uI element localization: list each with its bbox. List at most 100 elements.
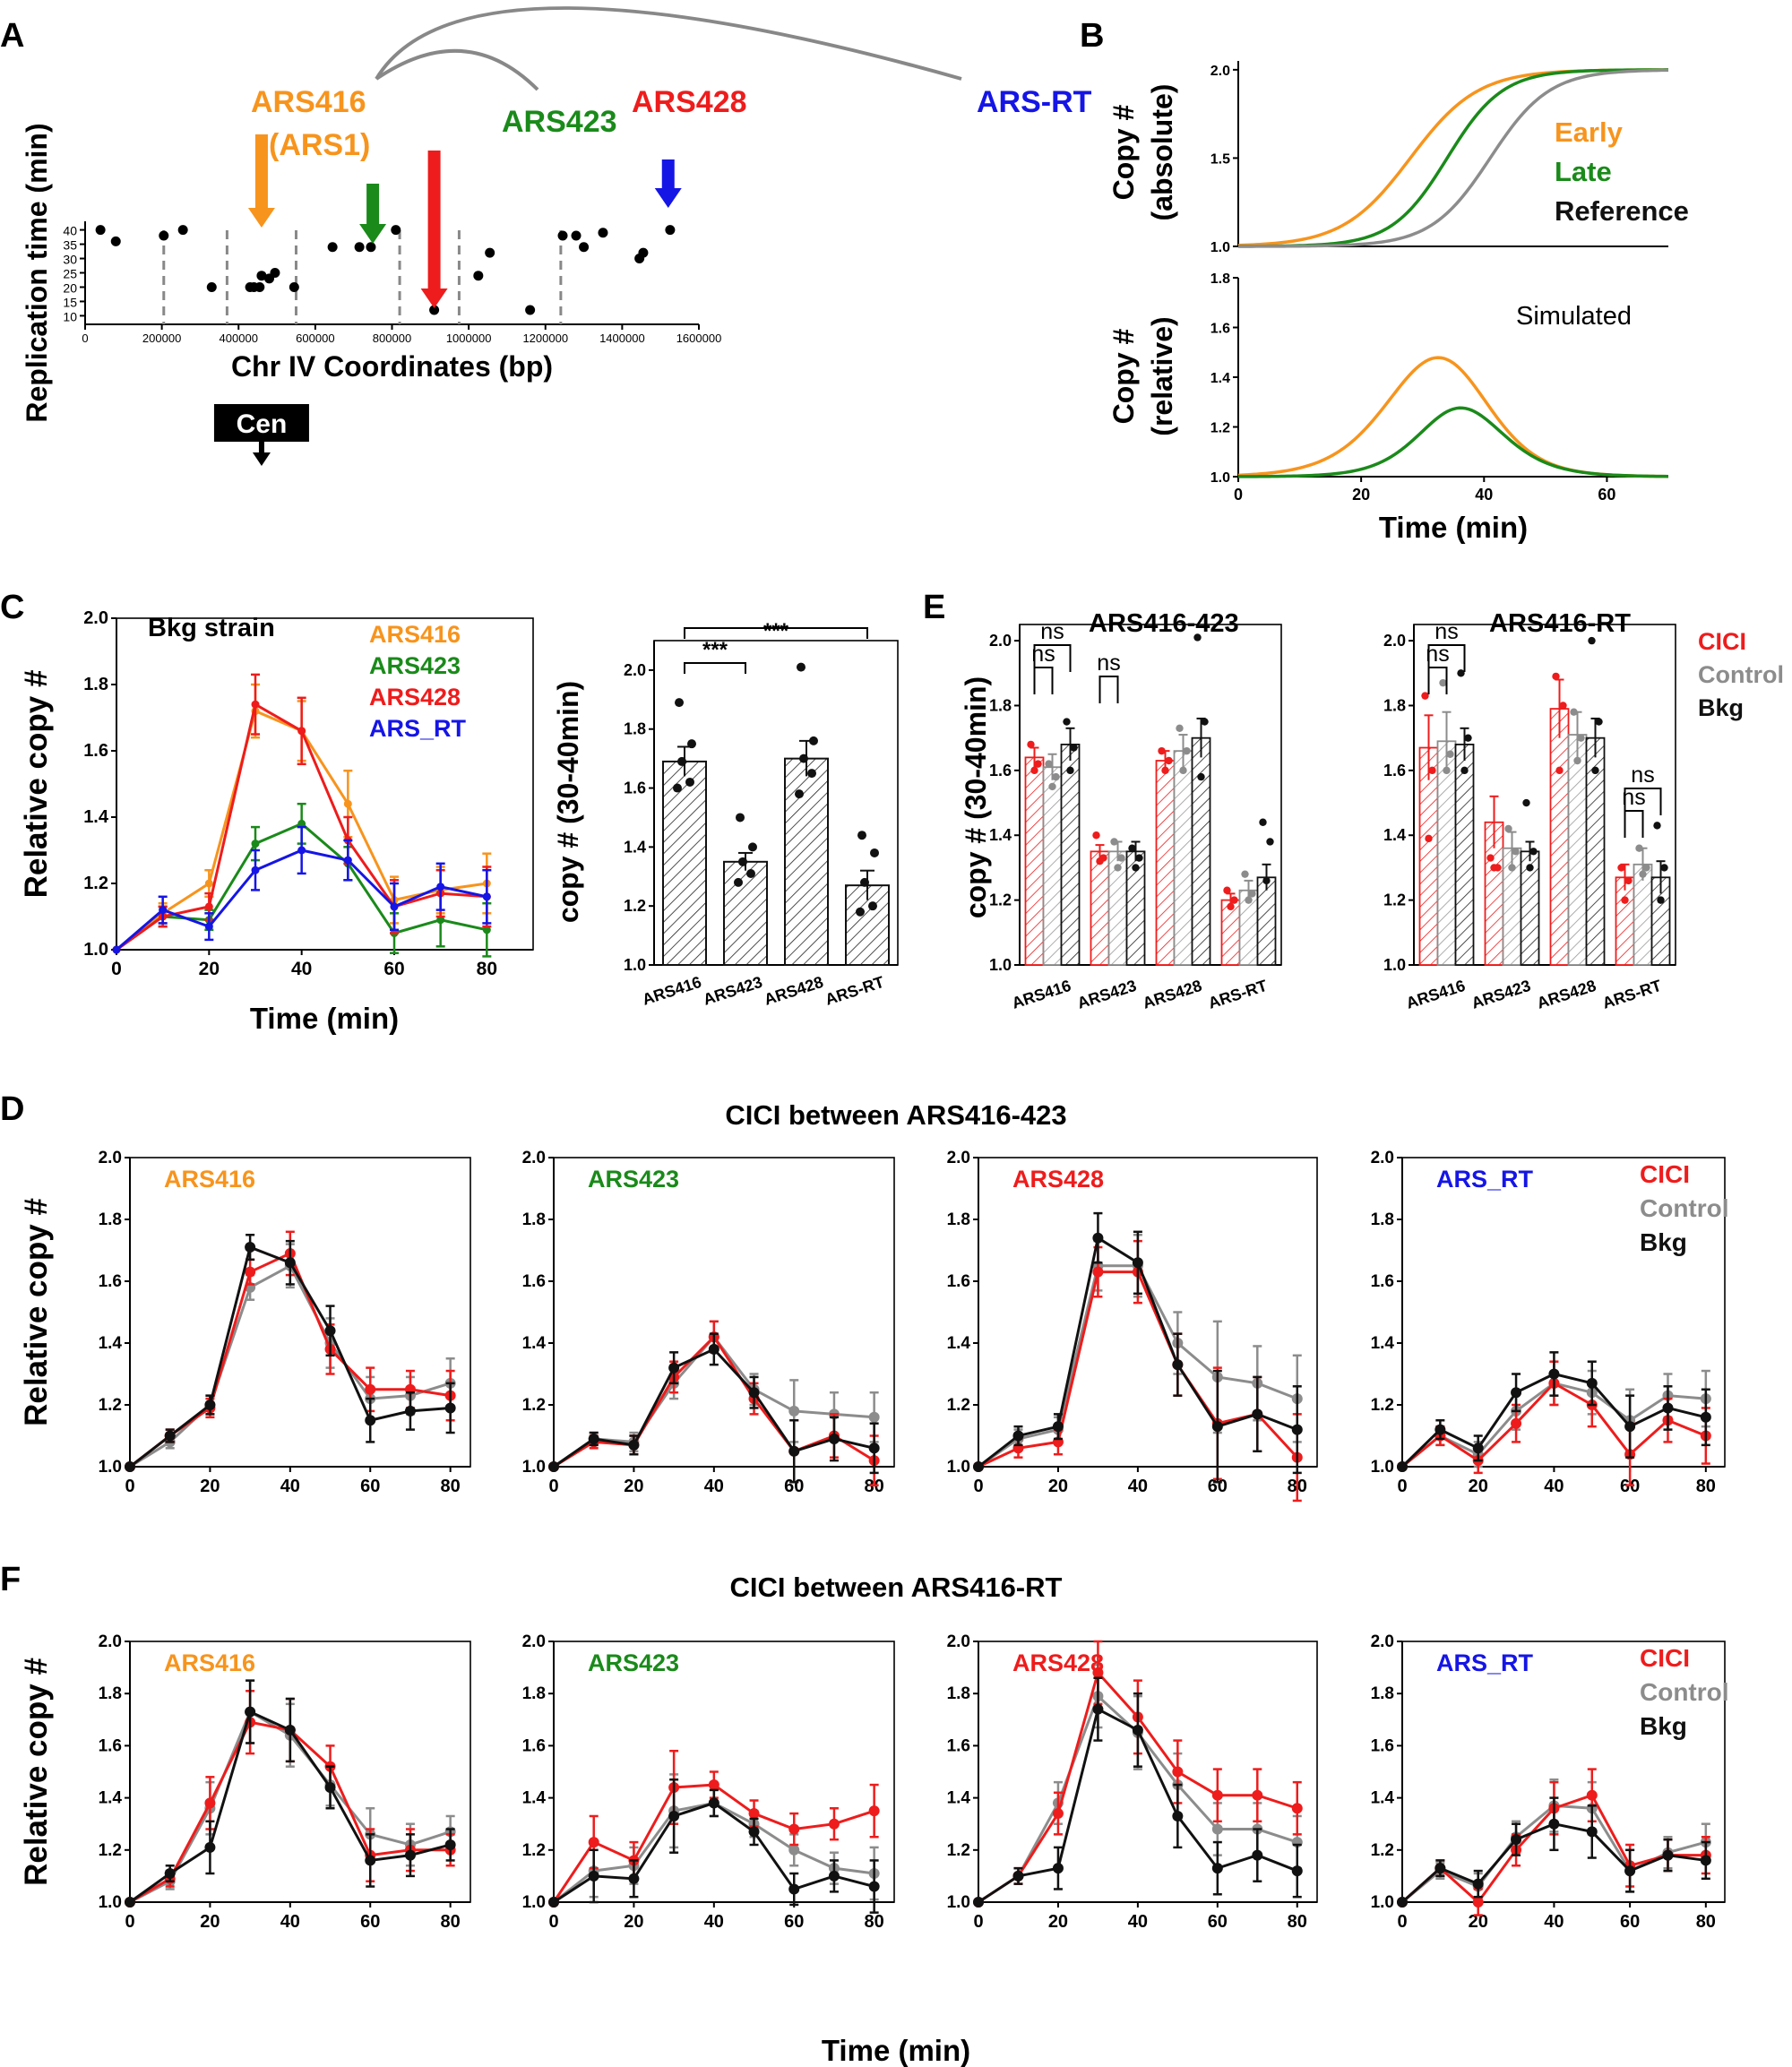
data-point <box>1092 1667 1104 1678</box>
replicate-point <box>1490 864 1498 872</box>
data-point <box>1291 1865 1303 1877</box>
data-point <box>665 225 676 236</box>
subplot-ars416: 1.0 1.2 1.4 1.6 1.8 2.0 0 20 40 60 80 ARS416 <box>99 1632 471 1932</box>
data-point <box>391 225 401 236</box>
data-point <box>1548 1368 1560 1380</box>
data-point <box>159 906 168 915</box>
x-tick-label: 60 <box>1620 1477 1640 1496</box>
replicate-point <box>1526 864 1534 872</box>
annotation-ars428: ARS428 <box>632 85 747 119</box>
annotation-ars416: ARS416 <box>251 85 366 119</box>
replicate-point <box>809 736 818 745</box>
y-tick-label: 1.6 <box>1383 762 1406 779</box>
x-tick-label: 0 <box>82 332 88 345</box>
data-point <box>354 242 365 253</box>
data-point <box>788 1844 800 1856</box>
legend-cici: CICI <box>1640 1160 1690 1188</box>
y-tick-label: 1.8 <box>83 675 108 694</box>
x-tick-label: 40 <box>280 1477 300 1496</box>
data-point <box>365 1855 376 1866</box>
ns-bracket <box>1624 788 1662 815</box>
replicate-point <box>738 857 747 866</box>
subplot-ars_rt: 1.0 1.2 1.4 1.6 1.8 2.0 0 20 40 60 80 ARS_RT <box>1371 1632 1726 1932</box>
data-point <box>1211 1421 1223 1433</box>
panel-label-c: C <box>0 589 24 626</box>
replicate-point <box>857 831 866 840</box>
x-tick-label: 60 <box>784 1477 804 1496</box>
data-point <box>579 242 590 253</box>
y-tick-label: 1.2 <box>947 1396 970 1415</box>
data-point <box>1511 1834 1522 1846</box>
x-tick-label: ARS-RT <box>823 973 886 1009</box>
y-tick-label: 1.8 <box>99 1684 122 1703</box>
x-tick-label: 0 <box>973 1912 983 1932</box>
replicate-point <box>795 789 804 799</box>
x-tick-label: 20 <box>624 1477 643 1496</box>
data-point <box>1434 1424 1446 1435</box>
data-point <box>444 1839 456 1850</box>
x-tick-label: 80 <box>1696 1477 1716 1496</box>
x-tick-label: ARS-RT <box>1600 977 1664 1012</box>
plot-frame <box>129 1157 471 1468</box>
data-point <box>245 1706 256 1718</box>
replicate-point <box>1034 760 1042 768</box>
data-point <box>548 1461 559 1472</box>
origin-arrow-head <box>654 188 682 208</box>
data-point <box>125 1897 135 1908</box>
x-tick-label: 0 <box>125 1912 134 1932</box>
panel-label-e: E <box>923 589 945 626</box>
origin-arrow-shaft <box>661 159 675 188</box>
replicate-point <box>1421 692 1429 700</box>
x-tick-label: ARS428 <box>1141 977 1204 1012</box>
bar-bkg <box>1256 876 1277 966</box>
legend-bkg: Bkg <box>1698 694 1744 721</box>
legend-ars416: ARS416 <box>369 621 461 648</box>
subplot-ars_rt: 1.0 1.2 1.4 1.6 1.8 2.0 0 20 40 60 80 ARS_RT <box>1371 1149 1726 1496</box>
y-tick-label: 1.0 <box>522 1893 546 1912</box>
centromere-box <box>213 404 309 442</box>
ns-label: ns <box>1631 762 1654 788</box>
data-point <box>571 230 582 241</box>
data-point <box>245 1242 256 1253</box>
x-tick-label: 1000000 <box>446 332 492 345</box>
data-point <box>1052 1808 1064 1820</box>
subplot-label: ARS_RT <box>1436 1166 1534 1193</box>
y-tick-label: 1.2 <box>1371 1396 1394 1415</box>
data-point <box>588 1837 599 1848</box>
x-tick-label: ARS423 <box>1469 977 1533 1012</box>
y-tick-label: 1.8 <box>522 1684 546 1703</box>
ns-bracket <box>1033 667 1054 694</box>
panel-label-d: D <box>0 1090 24 1128</box>
replicate-point <box>1621 896 1629 904</box>
bar-cici <box>1024 756 1045 966</box>
ns-bracket <box>1098 676 1119 703</box>
data-point <box>125 1461 135 1472</box>
data-point <box>1092 1232 1104 1244</box>
y-tick-label: 1.0 <box>1383 956 1406 974</box>
replicate-point <box>1522 798 1530 807</box>
origin-arrow-head <box>247 208 275 228</box>
bar-control <box>1436 740 1457 966</box>
x-tick-label: 0 <box>1397 1477 1407 1496</box>
data-point <box>289 281 299 292</box>
data-point <box>1132 1257 1143 1269</box>
x-tick-label: 80 <box>1696 1912 1716 1932</box>
subplot-label: ARS428 <box>1012 1649 1104 1676</box>
data-point <box>204 1400 216 1410</box>
panel-d-title: CICI between ARS416-423 <box>725 1099 1066 1131</box>
y-tick-label: 1.0 <box>989 956 1012 974</box>
x-tick-label: 40 <box>291 959 312 979</box>
data-point <box>1172 1810 1184 1822</box>
legend-reference: Reference <box>1555 195 1689 227</box>
y-tick-label: 1.6 <box>83 741 108 761</box>
replicate-point <box>856 907 865 917</box>
data-point <box>245 1266 256 1278</box>
replicate-point <box>1227 902 1235 911</box>
y-tick-label: 2.0 <box>1210 64 1230 79</box>
ns-bracket <box>1427 667 1448 694</box>
x-tick-label: 60 <box>784 1912 804 1932</box>
y-tick-label: 1.2 <box>522 1841 546 1860</box>
legend-ars_rt: ARS_RT <box>369 715 467 742</box>
replicate-point <box>1201 718 1209 726</box>
